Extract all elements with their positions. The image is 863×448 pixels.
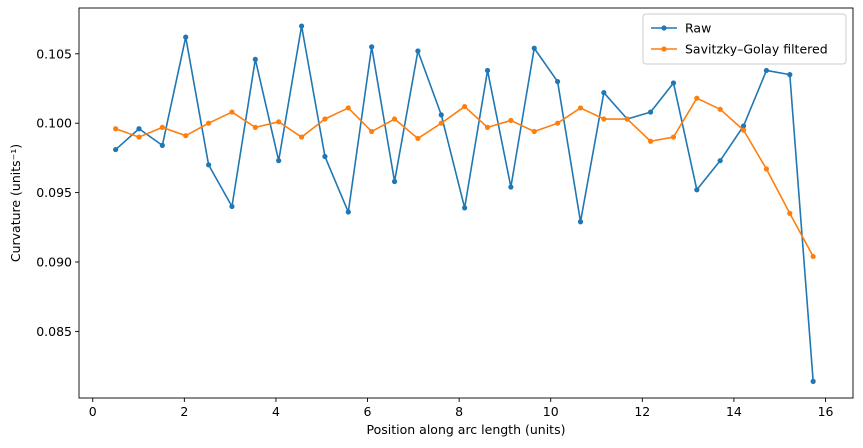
x-axis-label: Position along arc length (units) (367, 422, 566, 437)
data-point (740, 123, 747, 129)
data-point (577, 105, 584, 111)
x-tick-label: 4 (272, 404, 280, 419)
legend-swatch-marker (661, 46, 667, 52)
data-point (694, 95, 700, 101)
data-point (670, 80, 677, 86)
y-axis-ticks: 0.085 0.090 0.095 0.100 0.105 (36, 46, 79, 339)
data-point (555, 120, 561, 126)
data-point (183, 133, 189, 139)
data-point (252, 56, 258, 62)
data-point (159, 142, 165, 148)
x-tick-label: 2 (180, 404, 188, 419)
y-tick-label: 0.085 (36, 324, 72, 339)
legend-box (642, 13, 847, 65)
data-point (391, 116, 398, 122)
legend-label: Savitzky–Golay filtered (685, 42, 828, 57)
data-point (508, 184, 514, 190)
x-tick-label: 8 (455, 404, 463, 419)
data-point (508, 117, 514, 124)
data-point (229, 109, 235, 115)
legend-swatch-marker (661, 25, 667, 31)
data-point (462, 205, 468, 211)
y-tick-label: 0.090 (36, 254, 72, 269)
data-point (787, 72, 793, 78)
data-point (369, 44, 375, 50)
series-layer (113, 23, 816, 384)
data-point (298, 23, 305, 29)
data-point (113, 126, 119, 132)
data-point (206, 120, 212, 126)
data-point (555, 78, 561, 85)
data-point (136, 126, 142, 132)
y-tick-label: 0.095 (36, 185, 72, 200)
data-point (647, 138, 654, 144)
data-point (763, 166, 770, 172)
data-point (531, 128, 537, 135)
data-point (369, 128, 375, 135)
x-tick-label: 6 (364, 404, 372, 419)
data-point (322, 116, 328, 122)
x-tick-label: 0 (89, 404, 97, 419)
data-point (252, 124, 258, 130)
data-point (206, 162, 212, 168)
data-point (415, 135, 421, 142)
data-point (276, 119, 282, 125)
data-point (298, 134, 305, 140)
data-point (462, 103, 468, 110)
data-point (438, 112, 444, 118)
data-point (740, 127, 747, 133)
data-point (717, 158, 723, 164)
x-axis-ticks: 0 2 4 6 8 10 12 14 16 (89, 398, 834, 419)
legend: Raw Savitzky–Golay filtered (642, 13, 847, 65)
data-point (345, 105, 351, 111)
series-raw (113, 23, 816, 384)
data-point (694, 187, 700, 193)
legend-label: Raw (685, 21, 711, 36)
data-point (113, 146, 119, 153)
data-point (345, 209, 351, 215)
x-tick-label: 12 (634, 404, 650, 419)
data-point (670, 134, 677, 140)
y-tick-label: 0.100 (36, 116, 72, 131)
data-point (183, 34, 189, 40)
data-point (601, 116, 607, 122)
x-tick-label: 10 (543, 404, 559, 419)
x-tick-label: 14 (726, 404, 742, 419)
data-point (136, 134, 142, 140)
data-point (391, 178, 398, 185)
data-point (531, 45, 537, 51)
data-point (577, 219, 584, 225)
data-point (276, 158, 282, 164)
data-point (787, 210, 793, 217)
data-point (159, 124, 165, 130)
y-axis-label: Curvature (units⁻¹) (8, 144, 23, 262)
data-point (624, 116, 630, 122)
plot-frame (78, 7, 854, 399)
data-point (601, 90, 607, 96)
data-point (647, 109, 654, 115)
y-tick-label: 0.105 (36, 46, 72, 61)
series-filtered (113, 95, 816, 260)
data-point (717, 106, 723, 112)
data-point (484, 67, 491, 74)
data-point (415, 48, 421, 54)
data-point (229, 203, 235, 210)
data-point (810, 253, 816, 260)
data-point (763, 67, 770, 74)
x-tick-label: 16 (818, 404, 834, 419)
data-point (438, 120, 444, 126)
data-point (484, 124, 491, 130)
data-point (322, 153, 328, 160)
data-point (810, 378, 816, 384)
